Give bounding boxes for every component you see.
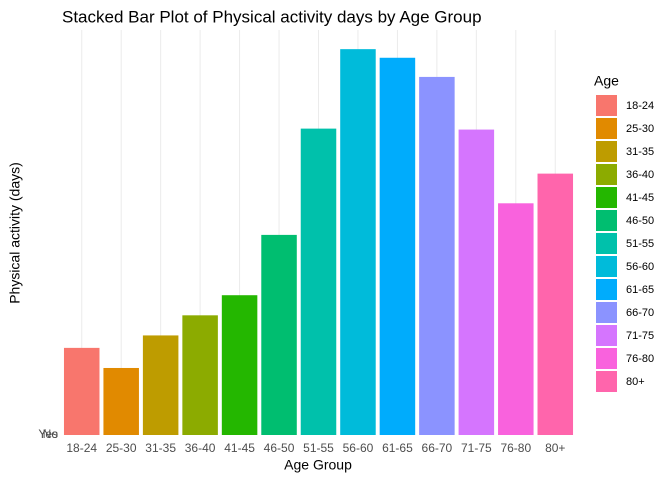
legend-label: 61-65 <box>626 284 654 296</box>
y-axis-label: Physical activity (days) <box>7 162 23 304</box>
legend-label: 41-45 <box>626 192 654 204</box>
bar <box>300 128 337 436</box>
x-tick-label: 76-80 <box>500 441 531 455</box>
legend-key <box>596 164 617 185</box>
bar <box>537 173 574 436</box>
chart-title: Stacked Bar Plot of Physical activity da… <box>62 7 482 26</box>
legend-label: 51-55 <box>626 238 654 250</box>
legend-label: 36-40 <box>626 169 654 181</box>
legend-key <box>596 371 617 392</box>
x-tick-label: 46-50 <box>264 441 295 455</box>
y-tick-label: No <box>43 427 59 441</box>
x-axis-label: Age Group <box>284 457 352 473</box>
x-tick-label: 41-45 <box>224 441 255 455</box>
legend-label: 31-35 <box>626 146 654 158</box>
legend-key <box>596 95 617 116</box>
legend-title: Age <box>594 73 619 89</box>
bar <box>498 203 534 435</box>
bar <box>103 367 139 435</box>
legend-label: 18-24 <box>626 100 654 112</box>
bar <box>419 76 455 436</box>
legend-key <box>596 256 617 277</box>
legend-label: 76-80 <box>626 353 654 365</box>
bar <box>142 335 179 435</box>
legend-key <box>596 233 617 254</box>
legend-key <box>596 210 617 231</box>
bar <box>63 347 100 435</box>
legend-label: 56-60 <box>626 261 654 273</box>
x-tick-label: 36-40 <box>185 441 216 455</box>
legend-label: 71-75 <box>626 330 654 342</box>
bar <box>221 295 258 435</box>
bar <box>261 234 297 435</box>
legend-key <box>596 187 617 208</box>
x-tick-label: 18-24 <box>66 441 97 455</box>
x-tick-label: 56-60 <box>343 441 374 455</box>
legend-key <box>596 141 617 162</box>
legend-key <box>596 325 617 346</box>
x-tick-label: 31-35 <box>145 441 176 455</box>
y-tick-label: Yes <box>38 427 58 441</box>
x-tick-label: 61-65 <box>382 441 413 455</box>
bar <box>379 57 416 435</box>
legend-label: 25-30 <box>626 123 654 135</box>
x-tick-label: 25-30 <box>106 441 137 455</box>
x-tick-label: 51-55 <box>303 441 334 455</box>
legend-label: 80+ <box>626 376 645 388</box>
x-tick-label: 80+ <box>545 441 565 455</box>
legend-key <box>596 348 617 369</box>
legend-key <box>596 302 617 323</box>
bar <box>182 315 218 435</box>
bar <box>458 129 495 435</box>
x-tick-label: 71-75 <box>461 441 492 455</box>
legend-key <box>596 118 617 139</box>
legend-key <box>596 279 617 300</box>
bar <box>340 49 376 436</box>
x-tick-label: 66-70 <box>422 441 453 455</box>
legend-label: 66-70 <box>626 307 654 319</box>
legend-label: 46-50 <box>626 215 654 227</box>
